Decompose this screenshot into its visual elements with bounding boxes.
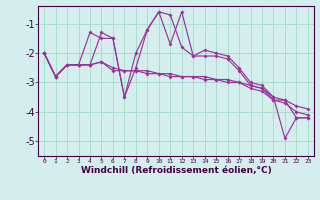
X-axis label: Windchill (Refroidissement éolien,°C): Windchill (Refroidissement éolien,°C) [81, 166, 271, 175]
